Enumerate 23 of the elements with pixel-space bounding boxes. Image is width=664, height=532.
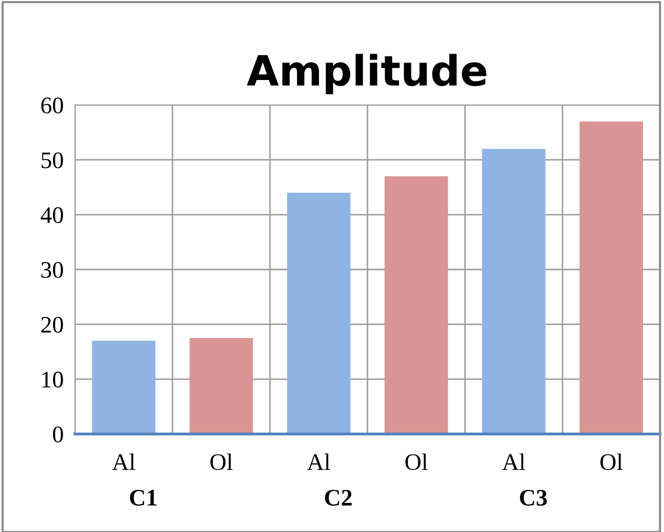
chart-title: Amplitude [246,54,486,94]
bar [287,192,350,434]
y-tick-label: 10 [42,372,63,388]
y-tick-label: 20 [41,316,63,333]
x-tick-label: Ol [210,453,233,470]
text: C1 [130,490,156,506]
y-tick-label: 30 [41,262,63,278]
bar [580,121,643,434]
y-tick-label: 50 [42,152,63,168]
text: C3 [520,490,547,506]
y-tick-label: 60 [41,97,63,114]
y-tick-label: 40 [40,207,63,224]
text: C2 [324,490,352,506]
x-tick-label: Ol [405,453,428,470]
bar [190,338,253,434]
bar [482,148,546,434]
x-tick-label: Al [112,453,136,470]
y-tick-label: 0 [52,426,63,442]
bar [384,176,448,434]
bar [92,340,156,434]
x-tick-label: Ol [600,453,623,470]
x-tick-label: Al [502,453,526,470]
x-tick-label: Al [307,453,330,470]
